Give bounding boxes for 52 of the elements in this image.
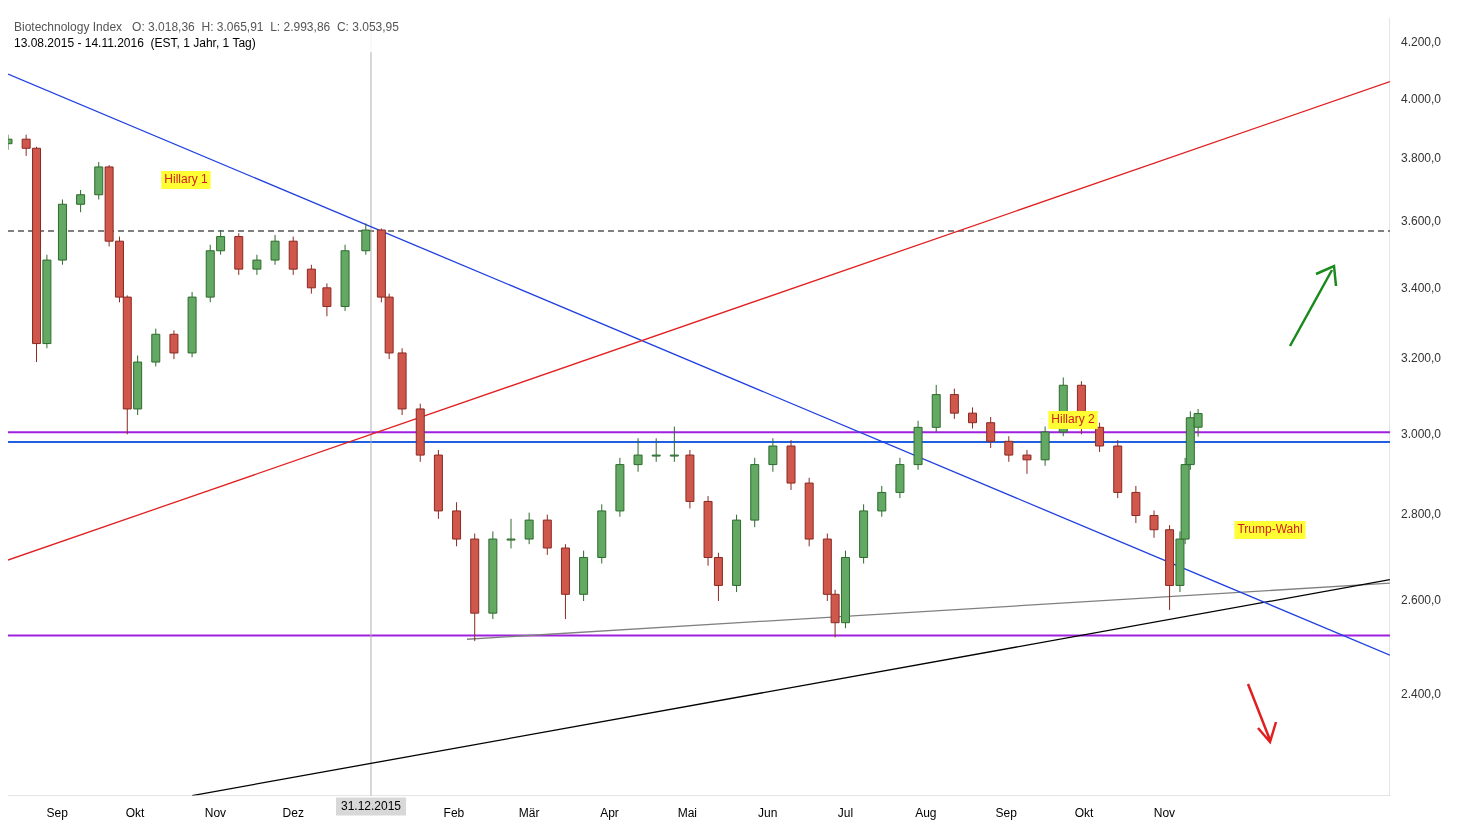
x-tick-label: Jul (837, 806, 854, 821)
y-tick-label: 2.800,0 (1400, 506, 1442, 521)
candlestick (252, 254, 262, 276)
x-tick-label: Nov (204, 806, 227, 821)
chart-title: Biotechnology Index O: 3.018,36 H: 3.065,91 L: 2.993,86 C: 3.053,95 (14, 19, 399, 34)
candlestick (524, 512, 534, 545)
y-tick-label: 3.400,0 (1400, 280, 1442, 295)
x-tick-label: Dez (282, 806, 304, 821)
y-tick-label: 3.000,0 (1400, 426, 1442, 441)
candlestick (669, 426, 679, 463)
annotation: Hillary 1 (164, 172, 208, 187)
candlestick (1149, 510, 1159, 539)
candlestick (651, 437, 661, 463)
candlestick (361, 223, 371, 256)
candlestick (306, 264, 316, 295)
candlestick (986, 416, 996, 449)
y-tick-label: 3.600,0 (1400, 214, 1442, 229)
y-tick-label: 4.200,0 (1400, 34, 1442, 49)
x-tick-label: Feb (443, 806, 465, 821)
candlestick (322, 282, 332, 317)
annotation: Trump-Wahl (1237, 522, 1303, 537)
text: 13.08.2015 - 14.11.2016 (EST, 1 Jahr, 1 Tag) (14, 35, 256, 50)
x-tick-label: Mai (677, 806, 697, 821)
candlestick (1004, 435, 1014, 463)
candlestick (169, 329, 179, 360)
ref-line-label: 31.12.2015 (340, 798, 402, 813)
y-tick-label: 3.800,0 (1400, 151, 1442, 166)
candlestick (949, 388, 959, 420)
candlestick (877, 485, 887, 518)
candlestick (1131, 485, 1141, 524)
x-tick-label: Jun (758, 806, 778, 821)
candlestick (968, 406, 978, 429)
x-tick-label: Mär (518, 806, 540, 821)
x-tick-label: Okt (1074, 806, 1095, 821)
candlestick (1095, 422, 1105, 453)
x-tick-label: Sep (995, 806, 1018, 821)
candlestick (1022, 449, 1032, 475)
annotation: Hillary 2 (1051, 412, 1095, 427)
x-tick-label: Nov (1153, 806, 1176, 821)
x-tick-label: Aug (915, 806, 937, 821)
y-tick-label: 2.400,0 (1400, 686, 1442, 701)
candlestick (270, 234, 280, 266)
y-tick-label: 3.200,0 (1400, 351, 1442, 366)
x-tick-label: Sep (46, 806, 69, 821)
x-tick-label: Apr (600, 806, 619, 821)
candlestick (768, 437, 778, 473)
candlestick (506, 518, 516, 549)
candlestick (76, 189, 86, 213)
y-tick-label: 4.000,0 (1400, 91, 1442, 106)
y-tick-label: 2.600,0 (1400, 593, 1442, 608)
x-tick-label: Okt (125, 806, 146, 821)
candlestick (633, 437, 643, 473)
